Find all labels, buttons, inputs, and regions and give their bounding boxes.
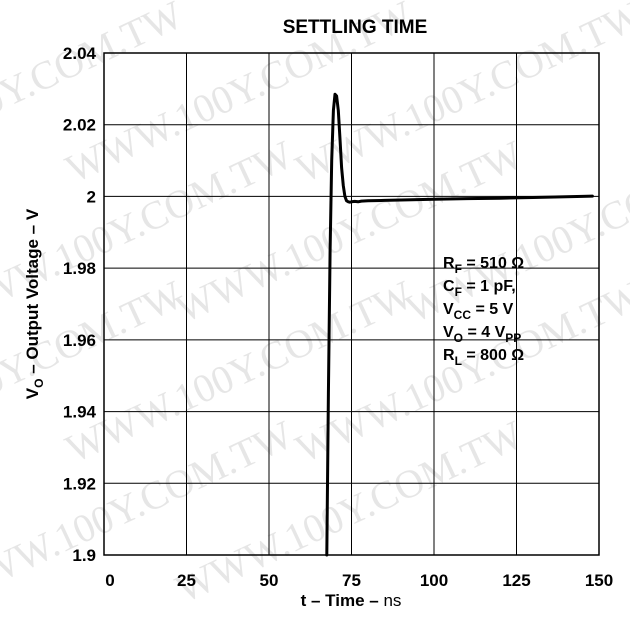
annotation-line: VO = 4 VPP — [443, 324, 521, 345]
annotation-line: VCC = 5 V — [443, 301, 514, 322]
annotation-line: CF = 1 pF, — [443, 278, 516, 299]
x-tick-label: 50 — [260, 571, 279, 590]
y-tick-label: 1.96 — [63, 331, 96, 350]
y-tick-label: 2.04 — [63, 44, 97, 63]
x-tick-label: 100 — [420, 571, 448, 590]
y-tick-label: 1.92 — [63, 474, 96, 493]
x-tick-label: 150 — [585, 571, 613, 590]
x-tick-label: 0 — [105, 571, 114, 590]
y-tick-label: 1.98 — [63, 259, 96, 278]
y-tick-label: 1.9 — [72, 546, 96, 565]
y-tick-labels: 1.9 1.92 1.94 1.96 1.98 2 2.02 2.04 — [63, 44, 97, 565]
y-axis-label: VO – Output Voltage – V — [23, 208, 46, 399]
chart-title: SETTLING TIME — [283, 17, 428, 38]
y-tick-label: 1.94 — [63, 403, 97, 422]
x-axis-label: t – Time – ns — [301, 591, 402, 610]
x-tick-labels: 0 25 50 75 100 125 150 — [105, 571, 613, 590]
watermark-text: WWW.100Y.COM.TW — [0, 411, 299, 611]
x-tick-label: 125 — [502, 571, 530, 590]
annotation-line: RL = 800 Ω — [443, 347, 524, 368]
y-tick-label: 2.02 — [63, 116, 96, 135]
y-tick-label: 2 — [87, 187, 96, 206]
plot-frame — [103, 52, 600, 556]
parameter-annotations: RF = 510 ΩCF = 1 pF,VCC = 5 VVO = 4 VPPR… — [443, 255, 524, 368]
series-line-0 — [325, 92, 594, 557]
x-tick-label: 25 — [177, 571, 196, 590]
x-tick-label: 75 — [342, 571, 361, 590]
annotation-line: RF = 510 Ω — [443, 255, 524, 276]
